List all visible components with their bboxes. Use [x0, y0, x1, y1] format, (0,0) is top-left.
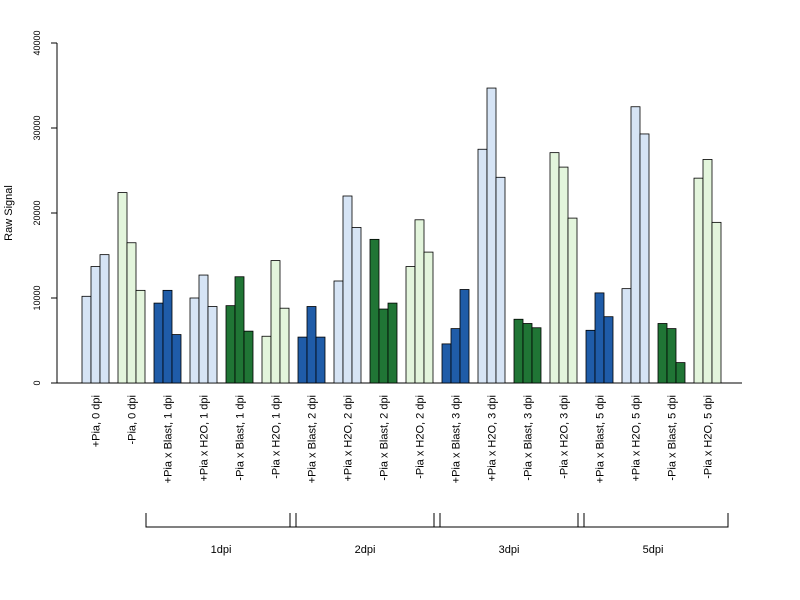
y-tick-label: 0	[32, 380, 42, 385]
category-label: +Pia x Blast, 3 dpi	[451, 395, 463, 483]
bar	[630, 106, 641, 384]
category-label: -Pia x Blast, 5 dpi	[667, 395, 679, 481]
group-bracket	[577, 513, 729, 528]
bar	[225, 305, 236, 384]
category-label: +Pia x H2O, 1 dpi	[199, 395, 211, 482]
bar	[657, 323, 668, 384]
group-bracket	[433, 513, 585, 528]
bar	[711, 221, 722, 384]
group-label: 2dpi	[355, 544, 376, 556]
bar	[459, 289, 470, 384]
bar	[486, 87, 497, 384]
bar	[513, 318, 524, 384]
y-axis-label: Raw Signal	[3, 185, 15, 241]
bar	[135, 289, 146, 384]
category-label: -Pia x Blast, 1 dpi	[235, 395, 247, 481]
category-label: -Pia x Blast, 2 dpi	[379, 395, 391, 481]
category-label: -Pia, 0 dpi	[127, 395, 139, 445]
category-label: +Pia x Blast, 5 dpi	[595, 395, 607, 483]
bar	[423, 251, 434, 384]
bar	[621, 288, 632, 384]
bar	[306, 306, 317, 384]
category-label: +Pia x H2O, 5 dpi	[631, 395, 643, 482]
bar	[603, 316, 614, 384]
bar	[594, 292, 605, 384]
bar	[585, 329, 596, 384]
group-label: 3dpi	[499, 544, 520, 556]
category-label: -Pia x Blast, 3 dpi	[523, 395, 535, 481]
bar	[243, 330, 254, 384]
category-labels: +Pia, 0 dpi -Pia, 0 dpi +Pia x Blast, 1 dp…	[91, 395, 715, 483]
category-label: +Pia x H2O, 3 dpi	[487, 395, 499, 482]
y-tick-label: 40000	[32, 30, 42, 55]
bar	[153, 302, 164, 384]
bar	[333, 280, 344, 384]
group-bracket	[145, 513, 297, 528]
y-axis: 0 10000 20000 30000 40000	[32, 30, 58, 386]
bar	[81, 295, 92, 384]
bar	[117, 192, 128, 384]
bars	[81, 87, 722, 384]
bar	[675, 362, 686, 384]
bar	[405, 266, 416, 384]
bar	[531, 327, 542, 384]
bar	[171, 334, 182, 384]
bar	[378, 308, 389, 384]
bar	[126, 242, 137, 384]
category-label: +Pia, 0 dpi	[91, 395, 103, 447]
bar	[369, 238, 380, 384]
bar	[99, 254, 110, 384]
bar	[279, 307, 290, 384]
bar	[414, 219, 425, 384]
bar	[693, 177, 704, 384]
y-tick-label: 20000	[32, 200, 42, 225]
bar	[90, 266, 101, 384]
category-label: -Pia x H2O, 5 dpi	[703, 395, 715, 479]
bar	[261, 335, 272, 384]
bar	[450, 328, 461, 384]
bar	[189, 297, 200, 384]
bar	[522, 323, 533, 384]
bar	[495, 176, 506, 384]
group-label: 1dpi	[211, 544, 232, 556]
bar	[558, 166, 569, 384]
y-tick-label: 30000	[32, 115, 42, 140]
category-label: +Pia x Blast, 1 dpi	[163, 395, 175, 483]
group-bracket	[289, 513, 441, 528]
category-label: +Pia x H2O, 2 dpi	[343, 395, 355, 482]
bar	[342, 195, 353, 384]
bar	[270, 260, 281, 384]
group-label: 5dpi	[643, 544, 664, 556]
bar	[441, 343, 452, 384]
bar	[639, 133, 650, 384]
bar	[477, 148, 488, 384]
category-label: -Pia x H2O, 3 dpi	[559, 395, 571, 479]
bar	[297, 336, 308, 384]
bar	[702, 159, 713, 384]
bar	[234, 276, 245, 384]
category-label: -Pia x H2O, 1 dpi	[271, 395, 283, 479]
bar	[162, 289, 173, 384]
bar	[198, 274, 209, 384]
bar	[549, 152, 560, 384]
bar	[666, 328, 677, 384]
y-tick-label: 10000	[32, 285, 42, 310]
bar	[387, 302, 398, 384]
bar	[207, 306, 218, 384]
bar	[567, 217, 578, 384]
group-brackets: 1dpi 2dpi 3dpi 5dpi	[145, 513, 729, 556]
bar	[351, 227, 362, 384]
category-label: -Pia x H2O, 2 dpi	[415, 395, 427, 479]
category-label: +Pia x Blast, 2 dpi	[307, 395, 319, 483]
bar	[315, 336, 326, 384]
